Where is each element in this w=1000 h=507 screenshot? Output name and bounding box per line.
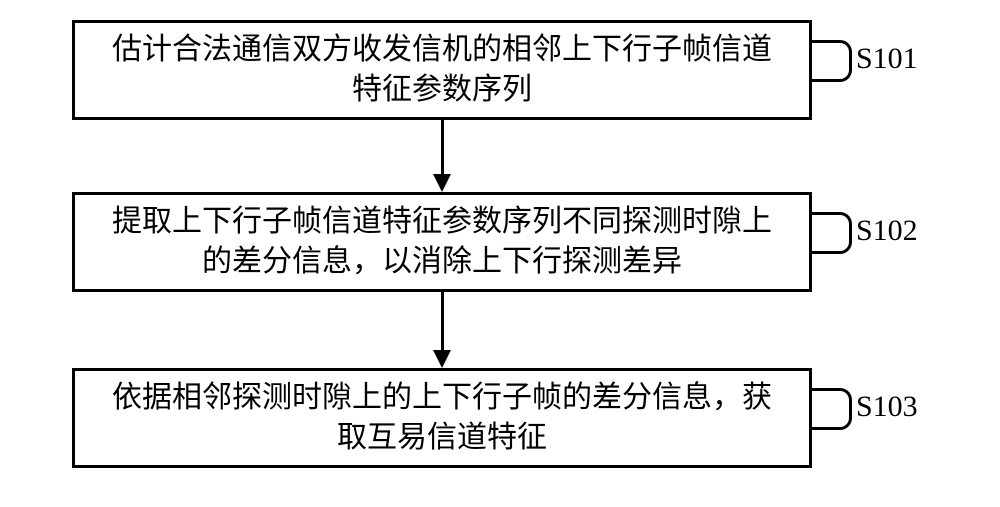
step-tag-s103: S103 xyxy=(856,390,918,424)
step-bracket xyxy=(812,388,852,430)
step-box-s101: 估计合法通信双方收发信机的相邻上下行子帧信道特征参数序列 xyxy=(72,20,812,120)
step-text: 依据相邻探测时隙上的上下行子帧的差分信息，获取互易信道特征 xyxy=(112,378,772,459)
step-tag-s102: S102 xyxy=(856,214,918,248)
step-text: 估计合法通信双方收发信机的相邻上下行子帧信道特征参数序列 xyxy=(112,30,772,111)
step-text: 提取上下行子帧信道特征参数序列不同探测时隙上的差分信息，以消除上下行探测差异 xyxy=(112,202,772,283)
step-bracket xyxy=(812,212,852,254)
step-box-s103: 依据相邻探测时隙上的上下行子帧的差分信息，获取互易信道特征 xyxy=(72,368,812,468)
step-bracket xyxy=(812,40,852,82)
step-tag-s101: S101 xyxy=(856,42,918,76)
arrow-head-icon xyxy=(433,350,451,368)
flowchart-canvas: 估计合法通信双方收发信机的相邻上下行子帧信道特征参数序列 S101 提取上下行子帧信… xyxy=(0,0,1000,507)
arrow-shaft xyxy=(441,120,444,174)
arrow-head-icon xyxy=(433,174,451,192)
arrow-shaft xyxy=(441,292,444,350)
step-box-s102: 提取上下行子帧信道特征参数序列不同探测时隙上的差分信息，以消除上下行探测差异 xyxy=(72,192,812,292)
